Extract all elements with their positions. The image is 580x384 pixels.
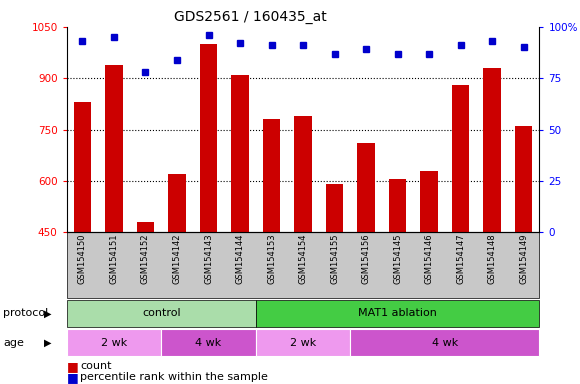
Text: GDS2561 / 160435_at: GDS2561 / 160435_at xyxy=(174,10,327,23)
Text: 4 wk: 4 wk xyxy=(432,338,458,348)
Bar xyxy=(231,75,249,232)
Bar xyxy=(484,68,501,232)
Bar xyxy=(106,65,122,232)
Bar xyxy=(357,143,375,232)
Bar xyxy=(389,179,406,232)
Text: 2 wk: 2 wk xyxy=(101,338,127,348)
Text: 4 wk: 4 wk xyxy=(195,338,222,348)
Bar xyxy=(326,184,343,232)
Text: control: control xyxy=(142,308,180,318)
Text: age: age xyxy=(3,338,24,348)
Bar xyxy=(515,126,532,232)
Text: count: count xyxy=(80,361,111,371)
Text: ■: ■ xyxy=(67,360,82,373)
Text: ▶: ▶ xyxy=(44,338,51,348)
Bar xyxy=(420,170,438,232)
Text: protocol: protocol xyxy=(3,308,48,318)
Text: MAT1 ablation: MAT1 ablation xyxy=(358,308,437,318)
Text: 2 wk: 2 wk xyxy=(290,338,316,348)
Text: percentile rank within the sample: percentile rank within the sample xyxy=(80,372,268,382)
Bar xyxy=(263,119,280,232)
Bar xyxy=(137,222,154,232)
Bar xyxy=(200,44,217,232)
Bar xyxy=(295,116,311,232)
Bar xyxy=(452,85,469,232)
Bar xyxy=(168,174,186,232)
Text: ▶: ▶ xyxy=(44,308,51,318)
Bar xyxy=(74,102,91,232)
Text: ■: ■ xyxy=(67,371,82,384)
